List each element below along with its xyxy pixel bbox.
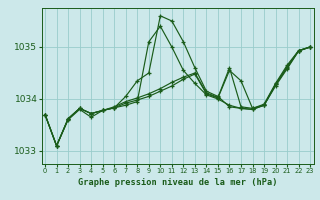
X-axis label: Graphe pression niveau de la mer (hPa): Graphe pression niveau de la mer (hPa) — [78, 178, 277, 187]
